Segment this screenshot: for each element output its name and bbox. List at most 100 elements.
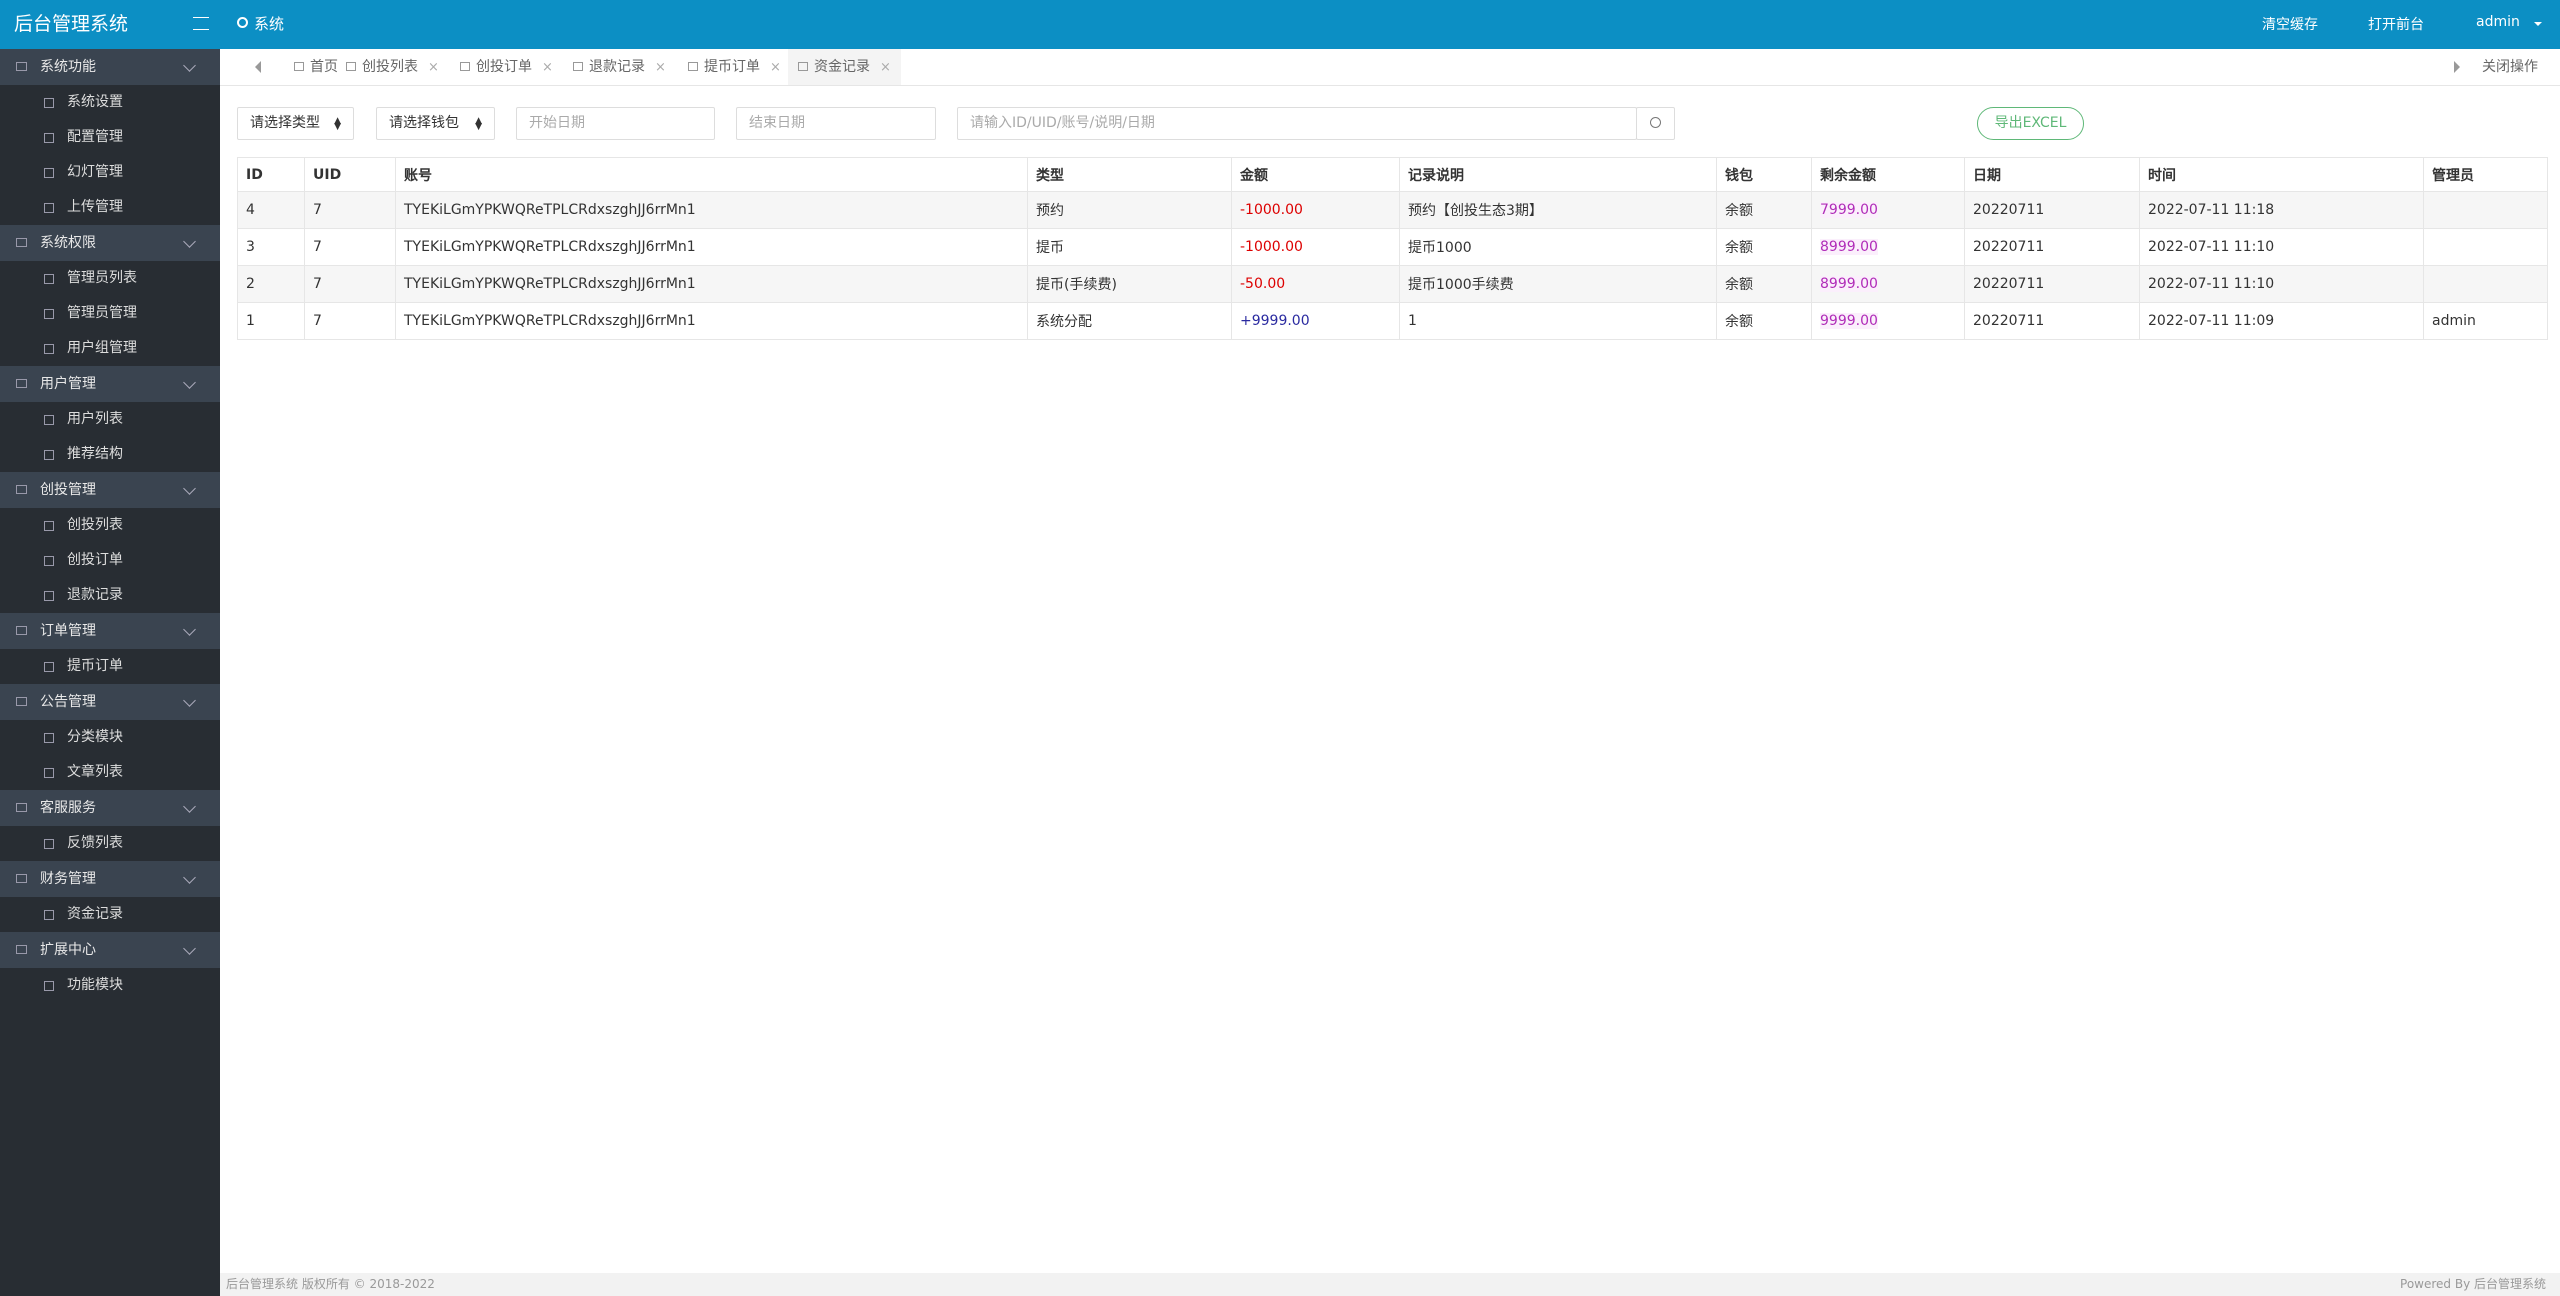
end-date[interactable]: 结束日期: [736, 107, 936, 140]
group-title: 系统功能: [40, 59, 96, 75]
menu-group[interactable]: 用户管理: [0, 366, 220, 402]
item-icon: [44, 521, 54, 531]
cell-text: 提币1000手续费: [1408, 277, 1514, 293]
start-date[interactable]: 开始日期: [516, 107, 715, 140]
select[interactable]: 请选择钱包 ▲ ▼: [376, 107, 495, 140]
item-icon: [44, 98, 54, 108]
tab-close[interactable]: ×: [880, 60, 891, 75]
tab[interactable]: 提币订单 ×: [688, 49, 781, 85]
menu-item[interactable]: 用户列表: [0, 402, 220, 437]
tab-prev[interactable]: [249, 61, 261, 73]
tab-close[interactable]: ×: [542, 60, 553, 75]
cell: 余额: [1716, 191, 1812, 229]
menu-item[interactable]: 功能模块: [0, 968, 220, 1003]
column-header: 时间: [2139, 157, 2424, 192]
cell-text: +9999.00: [1240, 313, 1310, 329]
menu-item[interactable]: 资金记录: [0, 897, 220, 932]
menu-group[interactable]: 系统权限: [0, 225, 220, 261]
item-icon: [44, 981, 54, 991]
menu-group[interactable]: 扩展中心: [0, 932, 220, 968]
cell: TYEKiLGmYPKWQReTPLCRdxszghJJ6rrMn1: [395, 302, 1028, 340]
tab[interactable]: 首页: [294, 49, 338, 85]
item-label: 幻灯管理: [67, 164, 123, 180]
menu-item[interactable]: 创投列表: [0, 508, 220, 543]
cell-text: -1000.00: [1240, 239, 1303, 255]
cell-text: admin: [2432, 313, 2476, 329]
menu-item[interactable]: 反馈列表: [0, 826, 220, 861]
group-title: 系统权限: [40, 235, 96, 251]
tab[interactable]: 创投列表 ×: [346, 49, 439, 85]
export-button[interactable]: 导出EXCEL: [1977, 107, 2084, 140]
header-action[interactable]: 打开前台: [2368, 17, 2424, 33]
cell-text: 3: [246, 239, 255, 255]
copyright: 后台管理系统 版权所有 © 2018-2022: [226, 1277, 435, 1291]
menu-item[interactable]: 配置管理: [0, 120, 220, 155]
menu-group[interactable]: 系统功能: [0, 49, 220, 85]
search-input[interactable]: 请输入ID/UID/账号/说明/日期: [957, 107, 1637, 140]
menu-group[interactable]: 创投管理: [0, 472, 220, 508]
tab-close[interactable]: ×: [770, 60, 781, 75]
menu-item[interactable]: 推荐结构: [0, 437, 220, 472]
cell-text: 2022-07-11 11:18: [2148, 202, 2275, 218]
cell: +9999.00: [1231, 302, 1400, 340]
group-title: 财务管理: [40, 871, 96, 887]
menu-toggle[interactable]: [193, 17, 209, 30]
cell: 提币(手续费): [1027, 265, 1232, 303]
tab[interactable]: 退款记录 ×: [573, 49, 666, 85]
cell-text: -50.00: [1240, 276, 1286, 292]
cell: 20220711: [1964, 228, 2140, 266]
tab-close[interactable]: ×: [655, 60, 666, 75]
item-icon: [44, 662, 54, 672]
menu-item[interactable]: 提币订单: [0, 649, 220, 684]
menu-item[interactable]: 分类模块: [0, 720, 220, 755]
cell: 20220711: [1964, 191, 2140, 229]
group-icon: [16, 803, 27, 812]
cell-text: 预约: [1036, 203, 1064, 219]
header-row: ID UID 账号 类型 金额 记录说明 钱包 剩余金额 日期 时间 管理员: [237, 157, 2548, 192]
cell-text: 余额: [1725, 203, 1753, 219]
item-icon: [44, 203, 54, 213]
cell: 2022-07-11 11:10: [2139, 228, 2424, 266]
item-label: 配置管理: [67, 129, 123, 145]
tab-next[interactable]: [2454, 61, 2466, 73]
cell-text: 2022-07-11 11:10: [2148, 239, 2275, 255]
system-link[interactable]: 系统: [254, 15, 285, 33]
menu-item[interactable]: 文章列表: [0, 755, 220, 790]
tab-bar: 首页 创投列表 × 创投订单 × 退款记录 × 提币订单 × 资金记录 × 关闭操作: [220, 49, 2560, 86]
close-ops[interactable]: 关闭操作: [2482, 59, 2538, 75]
cell: 9999.00: [1811, 302, 1965, 340]
menu-group[interactable]: 公告管理: [0, 684, 220, 720]
menu-item[interactable]: 创投订单: [0, 543, 220, 578]
cell: 提币1000手续费: [1399, 265, 1717, 303]
tab-close[interactable]: ×: [428, 60, 439, 75]
header-action[interactable]: admin: [2476, 14, 2520, 30]
menu-item[interactable]: 上传管理: [0, 190, 220, 225]
cell: 8999.00: [1811, 265, 1965, 303]
cell-text: 2022-07-11 11:09: [2148, 313, 2275, 329]
menu-item[interactable]: 退款记录: [0, 578, 220, 613]
item-label: 反馈列表: [67, 835, 123, 851]
powered-by: Powered By 后台管理系统: [2400, 1277, 2546, 1291]
tab[interactable]: 资金记录 ×: [788, 49, 901, 85]
column-header: 金额: [1231, 157, 1400, 192]
menu-item[interactable]: 管理员管理: [0, 296, 220, 331]
menu-group[interactable]: 财务管理: [0, 861, 220, 897]
group-title: 用户管理: [40, 376, 96, 392]
cell-text: -1000.00: [1240, 202, 1303, 218]
menu-group[interactable]: 订单管理: [0, 613, 220, 649]
item-icon: [44, 415, 54, 425]
select[interactable]: 请选择类型 ▲ ▼: [237, 107, 354, 140]
menu-item[interactable]: 系统设置: [0, 85, 220, 120]
search-button[interactable]: [1636, 107, 1675, 140]
tab-label: 提币订单: [704, 59, 760, 75]
cell: 3: [237, 228, 305, 266]
item-label: 创投列表: [67, 517, 123, 533]
menu-item[interactable]: 用户组管理: [0, 331, 220, 366]
header-action[interactable]: 清空缓存: [2262, 17, 2318, 33]
menu-item[interactable]: 管理员列表: [0, 261, 220, 296]
menu-group[interactable]: 客服服务: [0, 790, 220, 826]
menu-item[interactable]: 幻灯管理: [0, 155, 220, 190]
tab[interactable]: 创投订单 ×: [460, 49, 553, 85]
cell: admin: [2423, 302, 2548, 340]
menu: 系统功能系统设置配置管理幻灯管理上传管理系统权限管理员列表 管理员管理 用户组管理用…: [0, 49, 220, 1003]
